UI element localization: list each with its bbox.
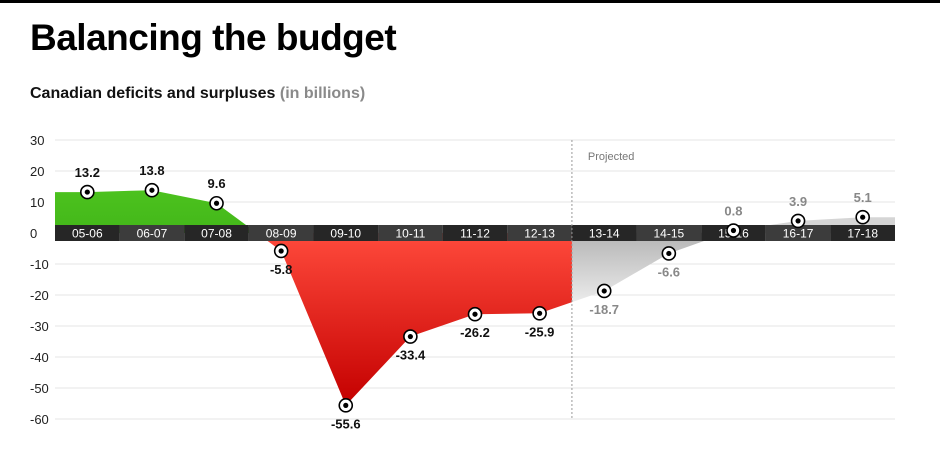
category-cell [313,225,379,241]
surplus-area [55,190,572,233]
category-cell [119,225,185,241]
y-axis: 30 20 10 0 -10 -20 -30 -40 -50 -60 [30,133,49,427]
data-label: 9.6 [207,176,225,191]
category-label: 13-14 [589,227,620,241]
y-tick-label: 0 [30,226,37,241]
data-label: -33.4 [396,348,426,363]
category-cell [55,225,120,241]
category-label: 16-17 [783,227,814,241]
category-label: 10-11 [395,227,425,241]
y-tick-label: -50 [30,381,49,396]
data-point-core [343,402,349,408]
category-label: 11-12 [460,227,490,241]
projected-divider: Projected [571,140,634,419]
data-point-core [213,200,220,206]
data-label: 3.9 [789,194,807,209]
category-cell [571,225,637,241]
category-label: 07-08 [201,227,232,241]
category-label: 14-15 [653,227,684,241]
category-label: 12-13 [524,227,555,241]
category-cell [507,225,572,241]
projected-label: Projected [588,151,634,163]
data-point-core [472,311,478,317]
y-tick-label: 10 [30,195,44,210]
data-point-core [149,187,155,193]
category-label: 06-07 [137,227,168,241]
category-cell [636,225,702,241]
data-points [80,182,870,413]
category-cell [184,225,249,241]
y-tick-label: 20 [30,164,44,179]
budget-chart: 30 20 10 0 -10 -20 -30 -40 -50 -60 05-06 06-07 07-0… [30,133,895,431]
projected-deficit-area [572,233,895,303]
data-label: 13.8 [139,163,164,178]
data-label: 13.2 [75,165,100,180]
data-point-core [407,333,413,340]
data-label: -25.9 [525,324,555,339]
category-label: 09-10 [330,227,361,241]
data-point-core [537,310,543,316]
data-label: -26.2 [460,325,490,340]
category-cell [830,225,895,241]
y-tick-label: -30 [30,319,49,334]
data-point-core [730,227,737,234]
data-point-core [601,288,607,294]
deficit-area [55,233,572,406]
data-point-core [666,250,672,257]
page-title: Balancing the budget [30,17,397,58]
y-tick-label: -60 [30,412,49,427]
data-label: 5.1 [854,190,872,205]
subtitle-text: Canadian deficits and surpluses [30,85,276,102]
data-labels: 13.2 13.8 9.6 -5.8 -55.6 -33.4 -26.2 -25.9 -18.7… [75,163,872,431]
data-label: -18.7 [589,302,619,317]
data-label: -6.6 [658,264,680,279]
category-label: 08-09 [266,227,297,241]
subtitle-unit: (in billions) [279,85,366,102]
data-point-core [84,189,90,195]
category-cell [765,225,831,241]
category-label: 05-06 [72,227,103,241]
y-tick-label: 30 [30,133,44,148]
category-axis-band: 05-06 06-07 07-08 08-09 09-10 10-11 11-12 12-13… [55,225,895,241]
category-cell [248,225,314,241]
data-point-core [795,218,801,224]
data-label: -5.8 [270,262,292,277]
data-label: 0.8 [724,204,742,219]
y-tick-label: -20 [30,288,49,303]
area-fills [55,190,895,406]
category-label: 17-18 [847,227,878,241]
chart-subtitle: Canadian deficits and surpluses (in bill… [30,85,365,103]
data-point-core [860,214,866,220]
category-cell [378,225,443,241]
actual-area-group [55,190,572,406]
category-cell [442,225,508,241]
data-point-core [278,248,284,254]
y-tick-label: -10 [30,257,49,272]
y-tick-label: -40 [30,350,49,365]
data-label: -55.6 [331,416,361,431]
